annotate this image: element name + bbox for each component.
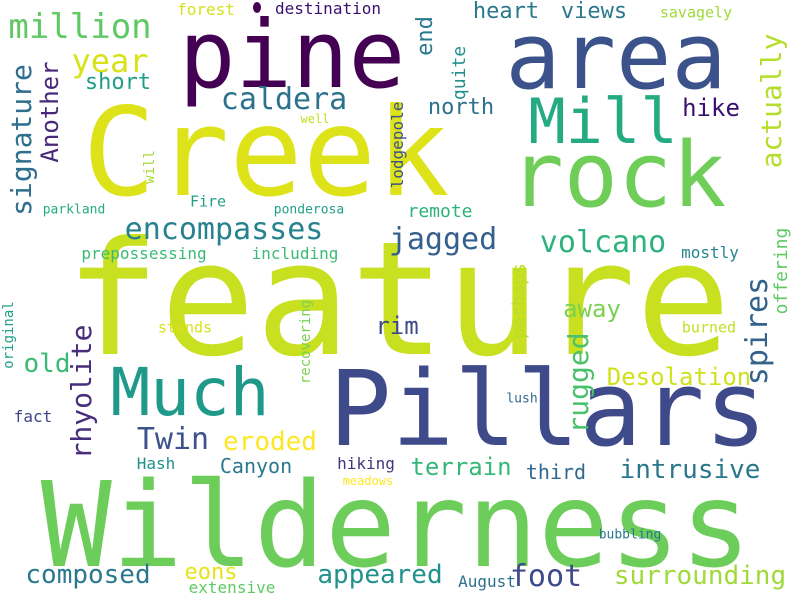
word-perhaps: perhaps xyxy=(509,263,530,339)
word-stands: stands xyxy=(157,318,213,337)
word-forest: forest xyxy=(177,0,235,19)
word-rhyolite: rhyolite xyxy=(65,324,98,460)
word-short: short xyxy=(84,70,152,95)
word-appeared: appeared xyxy=(317,560,443,590)
word-extensive: extensive xyxy=(188,578,276,597)
word-end: end xyxy=(413,16,438,56)
word-prepossessing: prepossessing xyxy=(81,244,207,263)
word-eons: eons xyxy=(184,560,238,585)
word-million: million xyxy=(8,7,152,47)
word-rim: rim xyxy=(375,312,419,340)
word-actually: actually xyxy=(755,33,788,169)
word-bubbling: bubbling xyxy=(598,527,662,543)
word-heart: heart xyxy=(472,0,540,24)
word-pine: pine xyxy=(178,1,406,110)
word-lodgepole: lodgepole xyxy=(388,101,407,189)
word-rugged: rugged xyxy=(562,332,595,434)
word-wilderness: Wilderness xyxy=(40,456,752,594)
word-recovering: recovering xyxy=(298,299,314,385)
word-surrounding: surrounding xyxy=(613,561,787,591)
word-jagged: jagged xyxy=(388,222,498,257)
dot-mark xyxy=(253,2,261,13)
word-signature: signature xyxy=(5,64,38,216)
word-volcano: volcano xyxy=(539,225,667,260)
word-terrain: terrain xyxy=(410,453,512,481)
word-offering: offering xyxy=(771,227,792,315)
word-pillars: Pillars xyxy=(328,348,768,470)
word-composed: composed xyxy=(25,560,151,590)
word-well: well xyxy=(300,112,330,126)
word-away: away xyxy=(563,295,621,323)
word-fact: fact xyxy=(13,407,53,426)
word-north: north xyxy=(427,95,495,120)
word-hash: Hash xyxy=(136,454,176,473)
word-hiking: hiking xyxy=(337,454,395,473)
word-hike: hike xyxy=(682,94,740,122)
word-foot: foot xyxy=(509,559,583,594)
word-views: views xyxy=(560,0,628,24)
word-old: old xyxy=(23,349,71,379)
word-creek: Creek xyxy=(82,82,450,224)
word-caldera: caldera xyxy=(220,82,348,117)
word-mill: Mill xyxy=(528,85,678,158)
word-another: Another xyxy=(36,61,64,163)
word-intrusive: intrusive xyxy=(619,455,761,485)
word-original: original xyxy=(1,301,17,369)
word-encompasses: encompasses xyxy=(124,212,324,247)
word-year: year xyxy=(71,42,149,80)
word-remote: remote xyxy=(407,201,473,222)
word-quite: quite xyxy=(449,45,470,101)
word-parkland: parkland xyxy=(42,202,106,218)
word-eroded: eroded xyxy=(223,427,317,457)
word-meadows: meadows xyxy=(342,474,394,488)
word-burned: burned xyxy=(681,318,737,337)
word-canyon: Canyon xyxy=(219,454,293,478)
word-feature: feature xyxy=(65,208,731,392)
word-twin: Twin xyxy=(136,422,210,457)
word-august: August xyxy=(458,572,516,591)
word-savagely: savagely xyxy=(659,3,733,22)
word-fire: Fire xyxy=(189,192,227,211)
word-third: third xyxy=(525,460,587,484)
word-rock: rock xyxy=(509,123,727,228)
word-destination: destination xyxy=(275,0,381,18)
word-including: including xyxy=(251,244,339,263)
word-much: Much xyxy=(110,354,270,431)
word-area: area xyxy=(505,3,727,110)
word-ponderosa: ponderosa xyxy=(273,202,345,218)
word-desolation: Desolation xyxy=(606,363,752,391)
word-lush: lush xyxy=(506,391,538,407)
word-will: will xyxy=(142,150,158,184)
word-mostly: mostly xyxy=(681,243,739,262)
